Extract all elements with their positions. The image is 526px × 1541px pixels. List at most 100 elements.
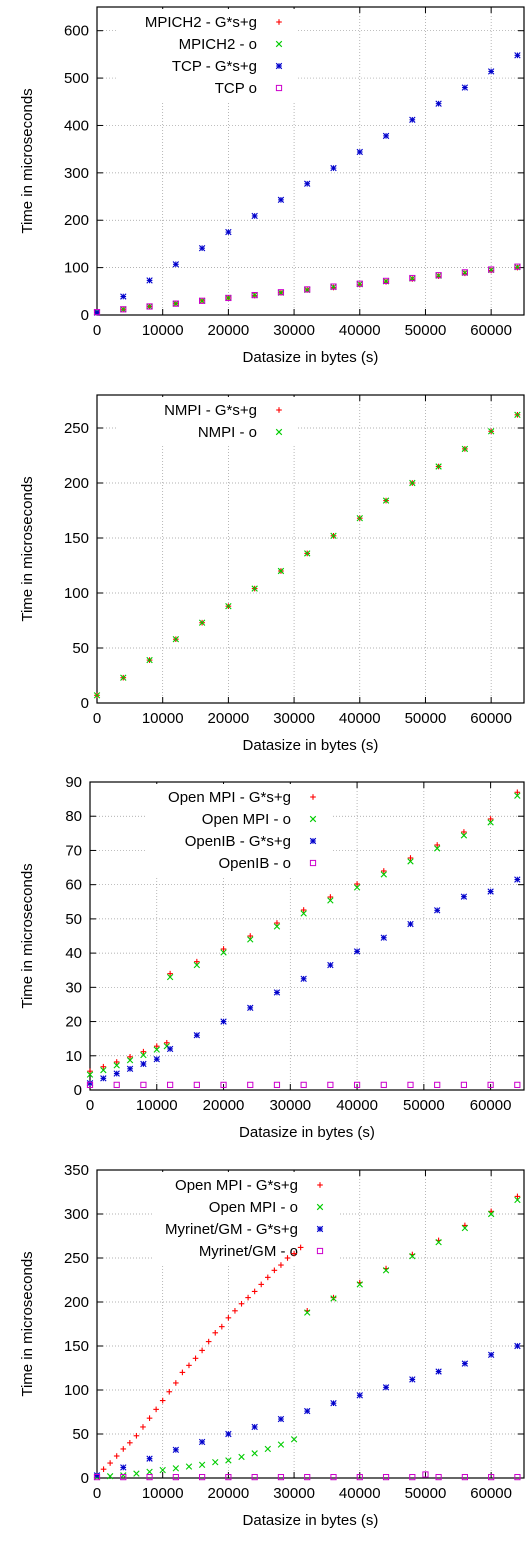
data-point <box>487 819 494 826</box>
y-tick-label: 350 <box>64 1162 89 1179</box>
y-tick-label: 0 <box>74 1082 82 1099</box>
data-point <box>86 1071 94 1078</box>
x-tick-label: 60000 <box>470 1097 512 1114</box>
y-tick-label: 50 <box>72 1426 89 1443</box>
data-point <box>330 1474 337 1481</box>
y-tick-label: 20 <box>65 1014 82 1031</box>
data-point <box>247 1004 254 1012</box>
y-tick-label: 100 <box>64 585 89 602</box>
data-point <box>382 132 390 140</box>
data-point <box>354 881 360 887</box>
data-point <box>146 1474 153 1481</box>
legend-background <box>145 784 331 876</box>
y-axis-label: Time in microseconds <box>19 863 36 1008</box>
y-tick-label: 0 <box>81 307 89 324</box>
data-point <box>212 1458 219 1466</box>
data-point <box>514 411 521 418</box>
data-point <box>238 1300 245 1307</box>
data-point <box>330 1294 337 1301</box>
data-point <box>327 894 334 900</box>
data-point <box>225 228 232 236</box>
y-tick-label: 70 <box>65 842 82 859</box>
data-point <box>300 907 307 913</box>
data-point <box>146 277 153 284</box>
data-point <box>277 196 285 204</box>
data-point <box>140 1081 147 1088</box>
data-point <box>356 1474 363 1481</box>
data-point <box>330 1295 337 1302</box>
data-point <box>353 948 361 955</box>
data-point <box>304 180 311 187</box>
data-point <box>140 1060 147 1068</box>
series-3 <box>86 876 521 1087</box>
x-tick-label: 20000 <box>203 1097 245 1114</box>
data-point <box>265 1274 271 1281</box>
chart-3: 0 10000 20000 30000 40000 50000 60000 0 10 20 30 40… <box>19 774 525 1141</box>
data-point <box>113 1081 120 1088</box>
data-point <box>205 1338 212 1345</box>
data-point <box>407 920 414 928</box>
data-point <box>167 970 173 977</box>
y-tick-label: 250 <box>64 1250 89 1267</box>
data-point <box>172 261 180 268</box>
data-point <box>488 1474 495 1481</box>
series-2 <box>93 263 521 316</box>
data-point <box>186 1362 192 1369</box>
x-tick-label: 10000 <box>142 710 184 727</box>
x-tick-label: 0 <box>86 1097 94 1114</box>
data-point <box>327 897 334 904</box>
data-point <box>251 585 258 592</box>
data-point <box>86 1081 94 1088</box>
data-point <box>461 445 469 453</box>
x-tick-label: 60000 <box>470 710 512 727</box>
y-tick-label: 600 <box>64 23 89 40</box>
data-point <box>300 910 307 917</box>
data-point <box>407 858 414 865</box>
data-point <box>220 949 227 956</box>
data-point <box>514 876 521 883</box>
legend-background <box>117 397 297 445</box>
series-2 <box>93 1196 521 1481</box>
data-point <box>120 1446 127 1452</box>
y-axis-label: Time in microseconds <box>19 476 36 621</box>
data-point <box>198 297 206 304</box>
legend-label: MPICH2 - o <box>179 36 257 53</box>
data-point <box>461 269 468 276</box>
legend-label: OpenIB - o <box>218 855 291 872</box>
data-point <box>193 961 201 969</box>
legend-marker <box>316 1225 324 1233</box>
data-point <box>247 1081 254 1088</box>
legend-background <box>152 1172 338 1264</box>
data-point <box>120 306 127 313</box>
data-point <box>225 603 232 610</box>
data-point <box>258 1281 265 1288</box>
data-point <box>278 1262 284 1268</box>
data-point <box>219 1323 225 1330</box>
data-point <box>264 1445 271 1453</box>
data-point <box>460 1081 468 1088</box>
data-point <box>461 84 469 91</box>
data-point <box>146 303 153 310</box>
data-point <box>409 274 416 282</box>
data-point <box>273 989 281 996</box>
data-point <box>86 1079 94 1087</box>
series-2 <box>86 792 521 1078</box>
data-point <box>185 1463 193 1470</box>
x-axis-label: Datasize in bytes (s) <box>239 1124 375 1141</box>
data-point <box>172 636 180 643</box>
data-point <box>330 1400 337 1407</box>
data-point <box>514 263 521 270</box>
x-tick-label: 60000 <box>470 1485 512 1502</box>
data-point <box>100 1075 107 1082</box>
data-point <box>356 1392 363 1399</box>
y-tick-label: 150 <box>64 530 89 547</box>
data-point <box>133 1432 140 1439</box>
y-tick-label: 30 <box>65 979 82 996</box>
series-4 <box>86 1081 521 1088</box>
data-point <box>199 297 206 304</box>
legend-marker <box>275 40 283 48</box>
data-point <box>380 934 387 941</box>
data-point <box>291 1250 297 1257</box>
y-tick-label: 0 <box>81 695 89 712</box>
